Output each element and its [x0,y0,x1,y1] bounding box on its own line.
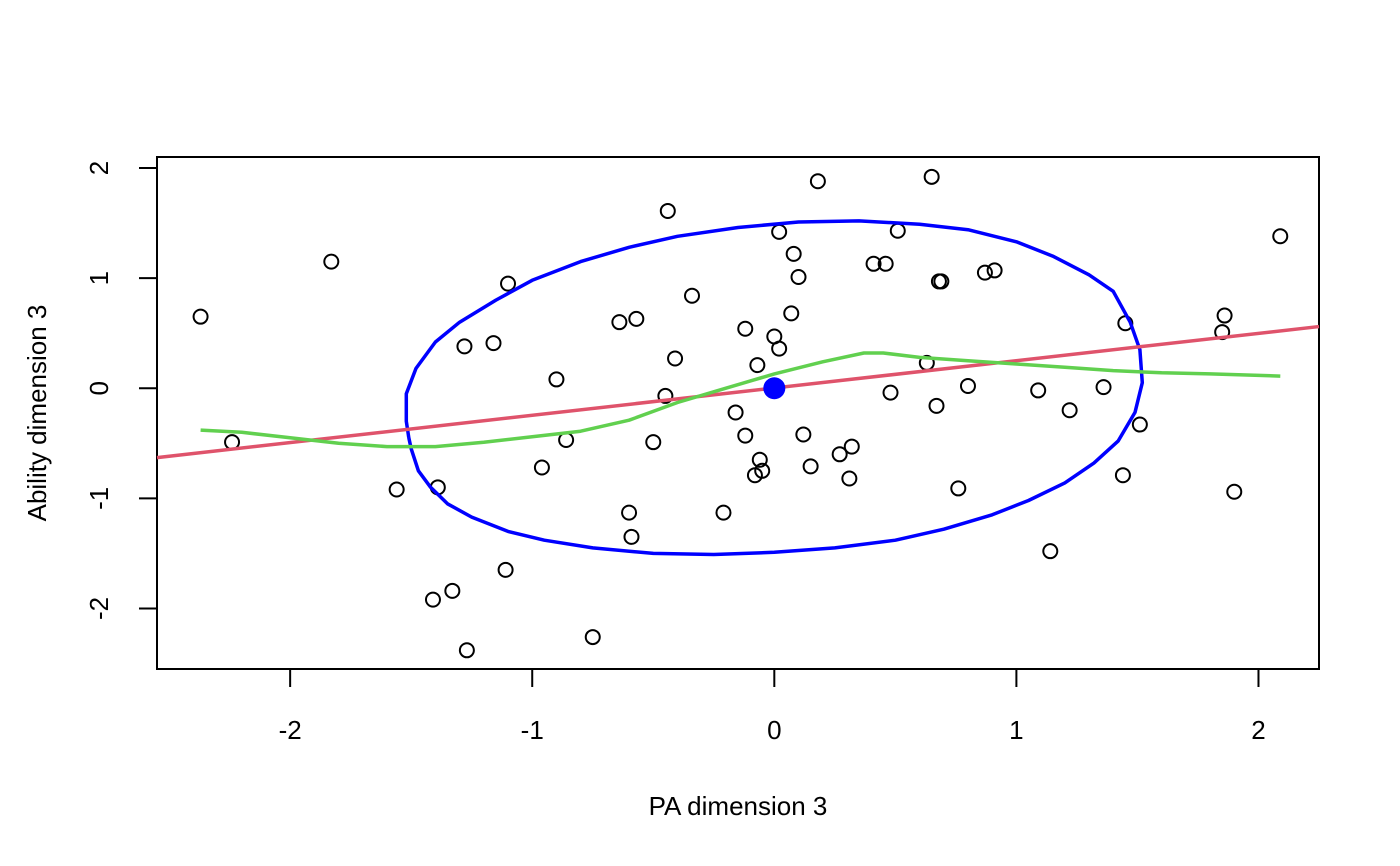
data-point [959,378,976,395]
data-point [444,582,461,599]
data-point [933,273,950,290]
data-point [1272,228,1289,245]
data-point [802,458,819,475]
data-point [1226,483,1243,500]
smooth-line [200,351,1281,449]
x-tick-label: 0 [767,715,781,745]
x-tick-label: -2 [279,715,302,745]
series-layer [156,168,1320,659]
centroid-point [763,377,786,400]
data-point [715,504,732,521]
data-point [986,262,1003,279]
x-tick-label: -1 [521,715,544,745]
data-point [889,222,906,239]
data-point [458,642,475,659]
data-point [771,223,788,240]
data-point [737,320,754,337]
x-axis: -2 -1 0 1 2 [279,669,1266,745]
data-point [628,310,645,327]
data-point [751,451,768,468]
data-point [497,561,514,578]
data-point [727,404,744,421]
data-point [831,446,848,463]
data-point [533,459,550,476]
data-point [1061,402,1078,419]
y-tick-label: -2 [84,597,114,620]
data-point [657,387,674,404]
data-point [659,202,676,219]
data-point [809,173,826,190]
x-tick-label: 1 [1009,715,1023,745]
data-point [424,591,441,608]
data-point [456,338,473,355]
x-tick-label: 2 [1251,715,1265,745]
data-point [645,434,662,451]
data-point [388,481,405,498]
data-point [749,357,766,374]
data-point [485,335,502,352]
data-point [843,438,860,455]
y-tick-label: 2 [84,161,114,175]
data-point [754,462,771,479]
data-point [1030,382,1047,399]
y-tick-label: 1 [84,271,114,285]
data-point [795,426,812,443]
x-axis-label: PA dimension 3 [649,791,828,821]
data-ellipse [404,219,1145,557]
data-point [621,504,638,521]
y-tick-label: 0 [84,381,114,395]
data-point [882,384,899,401]
data-point [790,269,807,286]
data-point [1095,379,1112,396]
data-point [1131,416,1148,433]
data-point [783,305,800,322]
data-point [923,168,940,185]
data-point [684,287,701,304]
plot-box [156,156,1320,670]
data-point [323,253,340,270]
data-point [667,350,684,367]
data-point [737,427,754,444]
data-point [1216,307,1233,324]
data-point [976,264,993,281]
y-tick-label: -1 [84,487,114,510]
data-point [611,314,628,331]
regression-line [156,324,1320,460]
data-point [1114,467,1131,484]
data-point [928,397,945,414]
data-point [771,340,788,357]
data-point [500,275,517,292]
data-point [584,629,601,646]
data-point [877,255,894,272]
data-point [192,308,209,325]
data-point [841,470,858,487]
data-point [623,528,640,545]
data-point [950,480,967,497]
y-axis-label: Ability dimension 3 [22,305,52,522]
data-point [1042,543,1059,560]
data-point [865,255,882,272]
data-point [785,245,802,262]
y-axis: -2 -1 0 1 2 [84,161,157,620]
data-point [548,371,565,388]
